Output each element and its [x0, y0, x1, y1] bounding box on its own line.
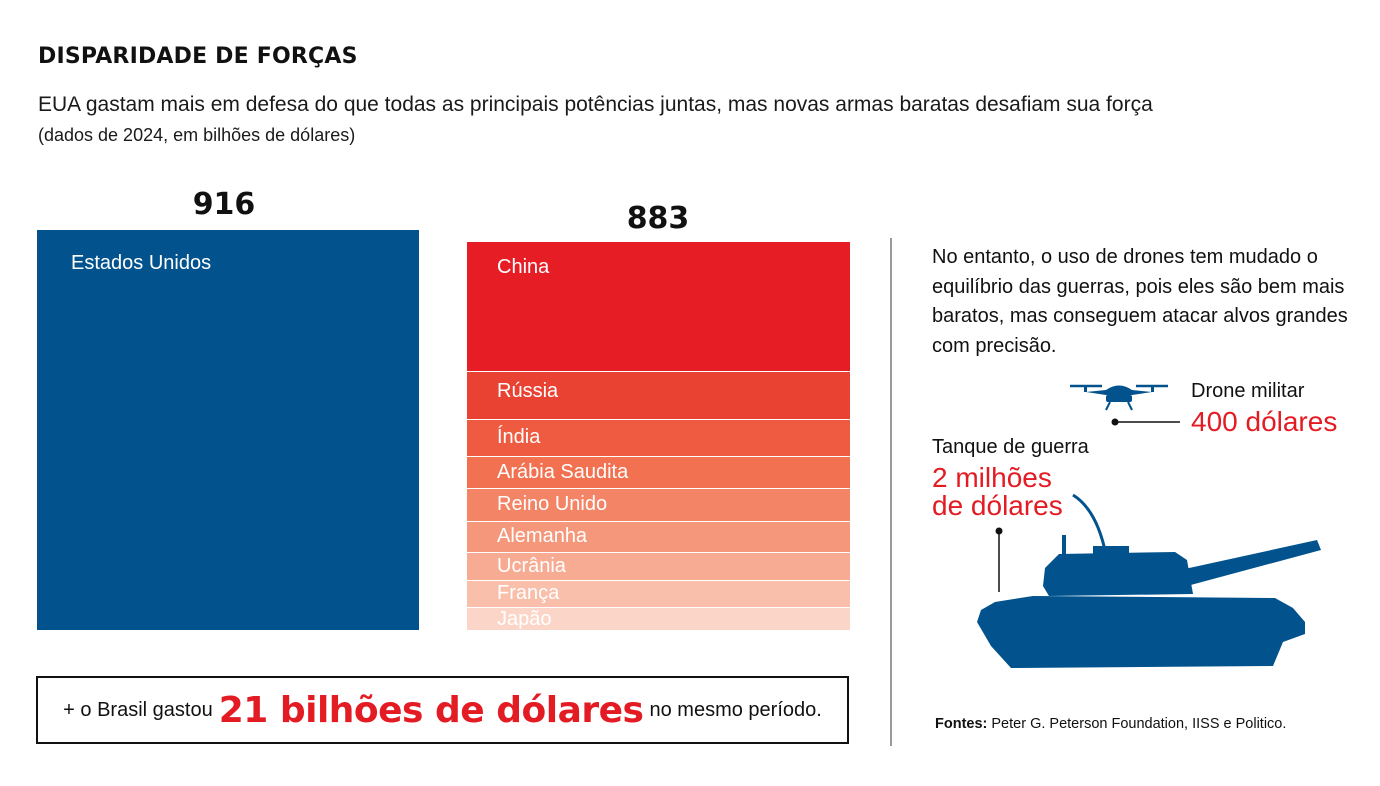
segment-label: China: [497, 256, 550, 278]
bar-segment-japao: Japão: [467, 606, 850, 631]
bar-usa: Estados Unidos: [37, 230, 419, 630]
drone-price: 400 dólares: [1191, 406, 1338, 437]
drone-pointer: [1111, 418, 1180, 426]
brasil-highlight: 21 bilhões de dólares: [218, 689, 644, 731]
bar-segment-russia: Rússia: [467, 371, 850, 419]
unit-note: (dados de 2024, em bilhões de dólares): [38, 125, 356, 145]
tank-price-line1: 2 milhões: [932, 462, 1052, 493]
sources: Fontes: Peter G. Peterson Foundation, II…: [935, 716, 1286, 732]
chart-subtitle: EUA gastam mais em defesa do que todas a…: [38, 93, 1153, 116]
segment-label: Arábia Saudita: [497, 460, 629, 483]
drones-paragraph: No entanto, o uso de drones tem mudado o…: [932, 246, 1348, 357]
segment-label: Alemanha: [497, 525, 588, 548]
usa-total-label: 916: [192, 187, 256, 222]
drone-label: Drone militar: [1191, 380, 1305, 402]
bar-segment-china: China: [467, 242, 850, 372]
brasil-prefix: + o Brasil gastou: [63, 698, 213, 721]
segment-label: Rússia: [497, 380, 559, 403]
tank-icon: [977, 493, 1321, 668]
bar-usa-label: Estados Unidos: [71, 252, 212, 274]
drone-icon: [1070, 384, 1168, 411]
brasil-callout: + o Brasil gastou 21 bilhões de dólares …: [36, 676, 849, 744]
sources-text: Peter G. Peterson Foundation, IISS e Pol…: [991, 716, 1287, 732]
bar-segment-franca: França: [467, 580, 850, 607]
bar-segment-ucrania: Ucrânia: [467, 551, 850, 580]
chart-title: DISPARIDADE DE FORÇAS: [38, 44, 358, 69]
bar-segment-reino-unido: Reino Unido: [467, 487, 850, 521]
segment-label: Índia: [497, 426, 541, 449]
segment-label: Ucrânia: [497, 554, 566, 577]
column-divider: [890, 238, 892, 746]
sources-label: Fontes:: [935, 716, 988, 732]
segment-label: Japão: [497, 607, 552, 630]
tank-price-line2: de dólares: [932, 490, 1063, 521]
segment-label: França: [497, 582, 560, 605]
stacked-bar-others: China Rússia Índia Arábia Saudita Reino Unid…: [467, 242, 850, 631]
brasil-suffix: no mesmo período.: [649, 698, 822, 721]
tank-pointer: [995, 527, 1003, 592]
segment-label: Reino Unido: [497, 493, 608, 516]
others-total-label: 883: [626, 201, 690, 236]
bar-segment-india: Índia: [467, 418, 850, 456]
bar-segment-alemanha: Alemanha: [467, 520, 850, 552]
bar-segment-arabia-saudita: Arábia Saudita: [467, 455, 850, 488]
tank-label: Tanque de guerra: [932, 436, 1089, 458]
